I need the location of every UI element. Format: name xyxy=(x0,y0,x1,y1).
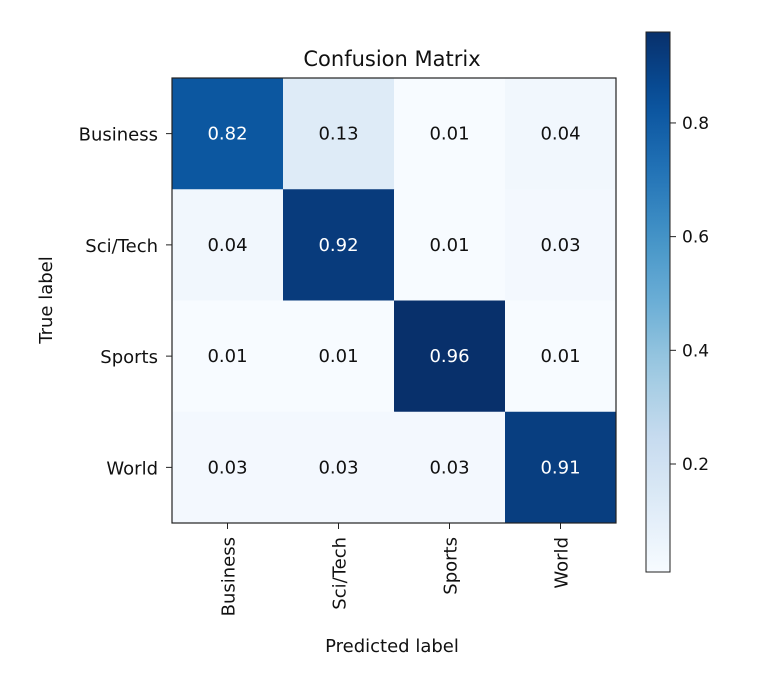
cell-value-label: 0.03 xyxy=(207,457,247,478)
cell-value-label: 0.04 xyxy=(207,235,247,256)
cell-value-label: 0.01 xyxy=(207,346,247,367)
cell-value-label: 0.01 xyxy=(429,124,469,145)
colorbar: 0.2 0.4 0.6 0.8 xyxy=(645,31,709,573)
cell-value-label: 0.03 xyxy=(429,457,469,478)
x-tick-labels: Business Sci/Tech Sports World xyxy=(219,523,573,616)
cell-value-label: 0.96 xyxy=(429,346,469,367)
y-tick-label: Sci/Tech xyxy=(85,236,158,257)
colorbar-ticks: 0.2 0.4 0.6 0.8 xyxy=(670,114,709,475)
x-tick-label: Sci/Tech xyxy=(330,537,351,610)
x-axis-label: Predicted label xyxy=(325,636,459,657)
cell-value-label: 0.03 xyxy=(540,235,580,256)
chart-title: Confusion Matrix xyxy=(303,47,480,71)
x-tick-label: Business xyxy=(219,537,240,616)
y-tick-label: Business xyxy=(79,125,158,146)
cell-value-label: 0.13 xyxy=(318,124,358,145)
heatmap-cell xyxy=(283,78,395,190)
heatmap-cells: 0.82 0.13 0.01 0.04 0.04 0.92 0.01 0.03 0.01 0.01… xyxy=(172,78,617,524)
heatmap-cell xyxy=(394,300,506,413)
plot-frame xyxy=(171,77,617,524)
cell-value-label: 0.92 xyxy=(318,235,358,256)
heatmap-cell xyxy=(394,78,506,190)
cell-value-label: 0.01 xyxy=(318,346,358,367)
heatmap-cell xyxy=(505,189,617,301)
heatmap-cell xyxy=(283,189,395,301)
heatmap-cell xyxy=(394,189,506,301)
x-tick-label: Sports xyxy=(441,537,462,595)
cell-value-label: 0.01 xyxy=(429,235,469,256)
y-tick-label: World xyxy=(106,458,158,479)
heatmap-cell xyxy=(283,411,395,524)
y-axis-label: True label xyxy=(36,256,57,345)
colorbar-tick-label: 0.4 xyxy=(682,341,709,361)
heatmap-cell xyxy=(172,78,284,190)
x-tick-label: World xyxy=(552,537,573,589)
heatmap-cell xyxy=(172,189,284,301)
colorbar-tick-label: 0.6 xyxy=(682,228,709,248)
cell-value-label: 0.01 xyxy=(540,346,580,367)
heatmap-cell xyxy=(505,411,617,524)
heatmap-cell xyxy=(172,300,284,413)
y-tick-labels: Business Sci/Tech Sports World xyxy=(79,125,172,479)
cell-value-label: 0.82 xyxy=(207,124,247,145)
heatmap-cell xyxy=(283,300,395,413)
cell-value-label: 0.04 xyxy=(540,124,580,145)
heatmap-cell xyxy=(505,300,617,413)
heatmap-cell xyxy=(505,78,617,190)
heatmap-cell xyxy=(172,411,284,524)
colorbar-tick-label: 0.8 xyxy=(682,114,709,134)
cell-value-label: 0.03 xyxy=(318,457,358,478)
colorbar-gradient xyxy=(645,31,671,573)
y-tick-label: Sports xyxy=(100,347,158,368)
heatmap-cell xyxy=(394,411,506,524)
colorbar-tick-label: 0.2 xyxy=(682,455,709,475)
cell-value-label: 0.91 xyxy=(540,457,580,478)
